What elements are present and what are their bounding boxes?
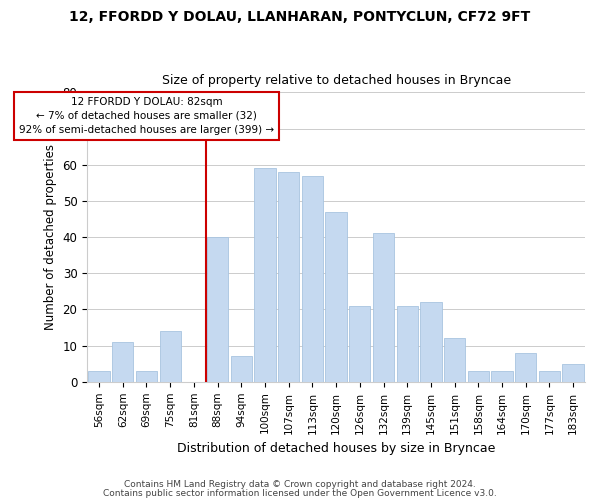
Y-axis label: Number of detached properties: Number of detached properties: [44, 144, 57, 330]
Title: Size of property relative to detached houses in Bryncae: Size of property relative to detached ho…: [161, 74, 511, 87]
Bar: [88, 371, 110, 382]
Bar: [278, 172, 299, 382]
Bar: [160, 331, 181, 382]
Bar: [349, 306, 370, 382]
Bar: [397, 306, 418, 382]
Text: Contains HM Land Registry data © Crown copyright and database right 2024.: Contains HM Land Registry data © Crown c…: [124, 480, 476, 489]
Bar: [420, 302, 442, 382]
Bar: [254, 168, 275, 382]
Bar: [539, 371, 560, 382]
X-axis label: Distribution of detached houses by size in Bryncae: Distribution of detached houses by size …: [177, 442, 495, 455]
Bar: [302, 176, 323, 382]
Bar: [325, 212, 347, 382]
Bar: [515, 353, 536, 382]
Bar: [444, 338, 465, 382]
Bar: [207, 237, 228, 382]
Bar: [562, 364, 584, 382]
Bar: [136, 371, 157, 382]
Bar: [491, 371, 513, 382]
Bar: [373, 234, 394, 382]
Bar: [467, 371, 489, 382]
Bar: [230, 356, 252, 382]
Bar: [112, 342, 133, 382]
Text: 12 FFORDD Y DOLAU: 82sqm
← 7% of detached houses are smaller (32)
92% of semi-de: 12 FFORDD Y DOLAU: 82sqm ← 7% of detache…: [19, 97, 274, 135]
Text: 12, FFORDD Y DOLAU, LLANHARAN, PONTYCLUN, CF72 9FT: 12, FFORDD Y DOLAU, LLANHARAN, PONTYCLUN…: [70, 10, 530, 24]
Text: Contains public sector information licensed under the Open Government Licence v3: Contains public sector information licen…: [103, 490, 497, 498]
